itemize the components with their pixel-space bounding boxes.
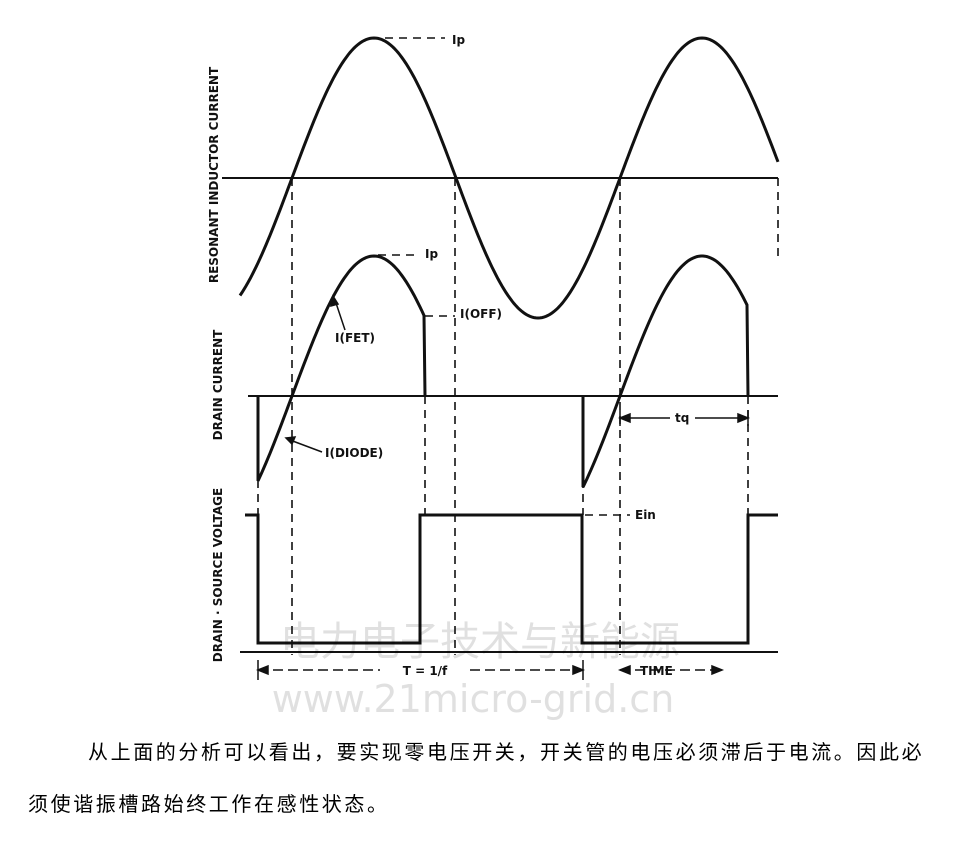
watermark: 电力电子技术与新能源 [280,619,680,665]
axis-label: DRAIN CURRENT [211,329,225,440]
annotation: Ip [452,33,465,47]
annotation: I(DIODE) [325,446,383,460]
annotation: I(OFF) [460,307,502,321]
annotation: TIME [640,664,673,678]
inductor-current-wave [238,36,780,320]
annotation: tq [675,411,689,425]
annotation: Ip [425,247,438,261]
annotation: T = 1/f [403,664,448,678]
watermark: www.21micro-grid.cn [272,677,675,720]
annotation: Ein [635,508,656,522]
dashed-guides [257,37,779,655]
annotation: I(FET) [335,331,375,345]
arrows [255,294,751,680]
axis-label: RESONANT INDUCTOR CURRENT [207,66,221,283]
paragraph: 从上面的分析可以看出，要实现零电压开关，开关管的电压必须滞后于电流。因此必须使谐… [28,740,925,816]
axis-label: DRAIN · SOURCE VOLTAGE [211,488,225,662]
drain-current-wave [256,254,750,488]
diagram: RESONANT INDUCTOR CURRENT DRAIN CURRENT … [207,33,780,720]
